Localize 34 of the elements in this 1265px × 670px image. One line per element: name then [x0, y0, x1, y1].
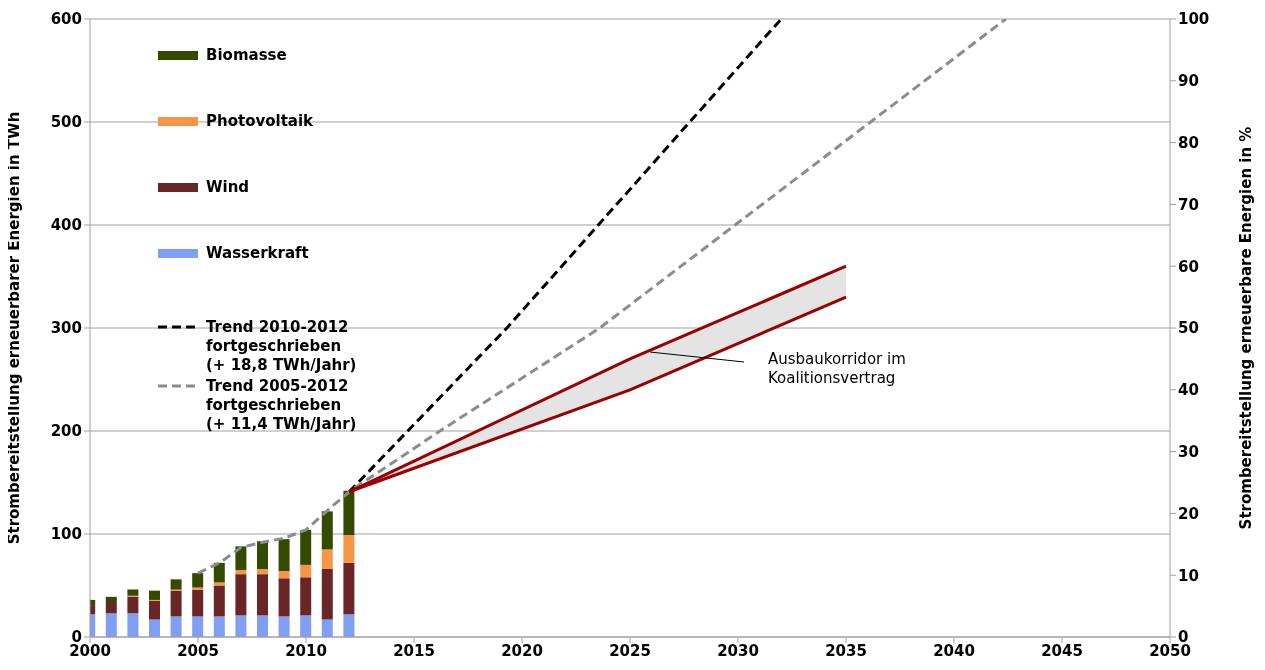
y2-tick-label: 100: [1178, 10, 1210, 29]
y2-tick-label: 50: [1178, 319, 1199, 338]
legend-label: Wasserkraft: [206, 244, 309, 263]
legend-label: Trend 2010-2012 fortgeschrieben (+ 18,8 TWh/Jahr): [206, 318, 358, 375]
x-tick-label: 2035: [825, 641, 867, 660]
y2-tick-label: 60: [1178, 257, 1199, 276]
y2-tick-label: 30: [1178, 442, 1199, 461]
annotation: Ausbaukorridor im Koalitionsvertrag: [768, 350, 906, 388]
y2-tick-label: 80: [1178, 133, 1199, 152]
y2-tick-label: 40: [1178, 381, 1199, 400]
x-tick-label: 2005: [177, 641, 219, 660]
x-tick-label: 2010: [285, 641, 327, 660]
y-tick-label: 500: [50, 113, 82, 132]
legend-label: Trend 2005-2012 fortgeschrieben (+ 11,4 TWh/Jahr): [206, 377, 358, 434]
x-tick-label: 2040: [933, 641, 975, 660]
y-tick-label: 100: [50, 525, 82, 544]
legend-label: Photovoltaik: [206, 112, 314, 131]
y2-tick-label: 20: [1178, 504, 1199, 523]
y2-tick-label: 90: [1178, 72, 1199, 91]
y-axis-title: Strombereitstellung erneuerbarer Energien in TWh: [5, 111, 24, 545]
y-tick-label: 400: [50, 216, 82, 235]
y2-tick-label: 10: [1178, 566, 1199, 585]
y-tick-label: 600: [50, 10, 82, 29]
x-tick-label: 2015: [393, 641, 435, 660]
y-tick-label: 200: [50, 422, 82, 441]
x-tick-label: 2030: [717, 641, 759, 660]
legend-label: Biomasse: [206, 46, 287, 65]
x-tick-label: 2045: [1041, 641, 1083, 660]
x-tick-label: 2025: [609, 641, 651, 660]
x-tick-label: 2020: [501, 641, 543, 660]
legend-label: Wind: [206, 178, 250, 197]
y2-tick-label: 70: [1178, 195, 1199, 214]
y2-axis-title: Strombereitstellung erneuerbare Energien in %: [1237, 126, 1256, 530]
y-tick-label: 300: [50, 319, 82, 338]
